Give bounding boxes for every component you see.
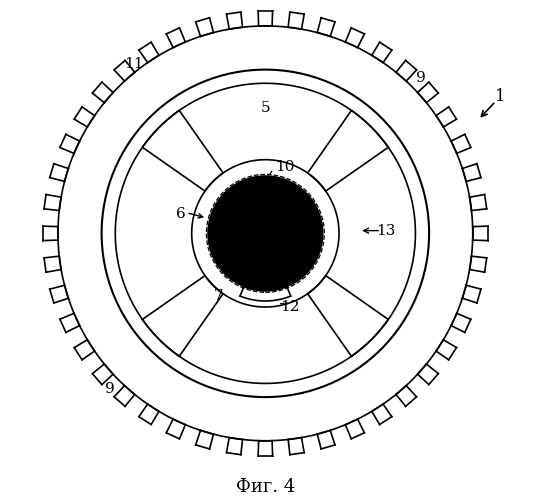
Circle shape	[299, 206, 306, 214]
Circle shape	[256, 186, 263, 194]
Circle shape	[244, 212, 286, 254]
Text: 13: 13	[376, 224, 395, 237]
Circle shape	[208, 176, 323, 290]
Text: 5: 5	[261, 101, 270, 115]
Circle shape	[268, 186, 275, 194]
Text: 12: 12	[280, 300, 300, 314]
Circle shape	[233, 197, 240, 204]
Circle shape	[244, 190, 251, 197]
Circle shape	[268, 273, 275, 280]
Polygon shape	[142, 276, 388, 384]
Text: 9: 9	[105, 382, 115, 396]
Text: Фиг. 4: Фиг. 4	[235, 478, 295, 496]
Circle shape	[290, 263, 297, 270]
Circle shape	[244, 270, 251, 276]
Text: 1: 1	[495, 88, 506, 106]
Polygon shape	[307, 110, 416, 356]
Circle shape	[304, 218, 311, 224]
Circle shape	[304, 242, 311, 249]
Circle shape	[220, 242, 227, 249]
Text: 7: 7	[214, 289, 224, 303]
Polygon shape	[116, 110, 223, 356]
Circle shape	[218, 230, 225, 237]
Circle shape	[225, 254, 232, 260]
Circle shape	[280, 190, 287, 197]
Circle shape	[290, 197, 297, 204]
Circle shape	[225, 206, 232, 214]
Circle shape	[102, 70, 429, 397]
Circle shape	[220, 218, 227, 224]
Circle shape	[235, 204, 295, 264]
Circle shape	[280, 270, 287, 276]
Text: 11: 11	[124, 57, 144, 71]
Circle shape	[305, 230, 312, 237]
Polygon shape	[142, 84, 388, 191]
Text: 9: 9	[416, 71, 426, 85]
Text: 6: 6	[176, 208, 186, 222]
Text: 8: 8	[297, 216, 307, 230]
Circle shape	[299, 254, 306, 260]
Circle shape	[256, 273, 263, 280]
Circle shape	[233, 263, 240, 270]
Text: 10: 10	[275, 160, 295, 174]
